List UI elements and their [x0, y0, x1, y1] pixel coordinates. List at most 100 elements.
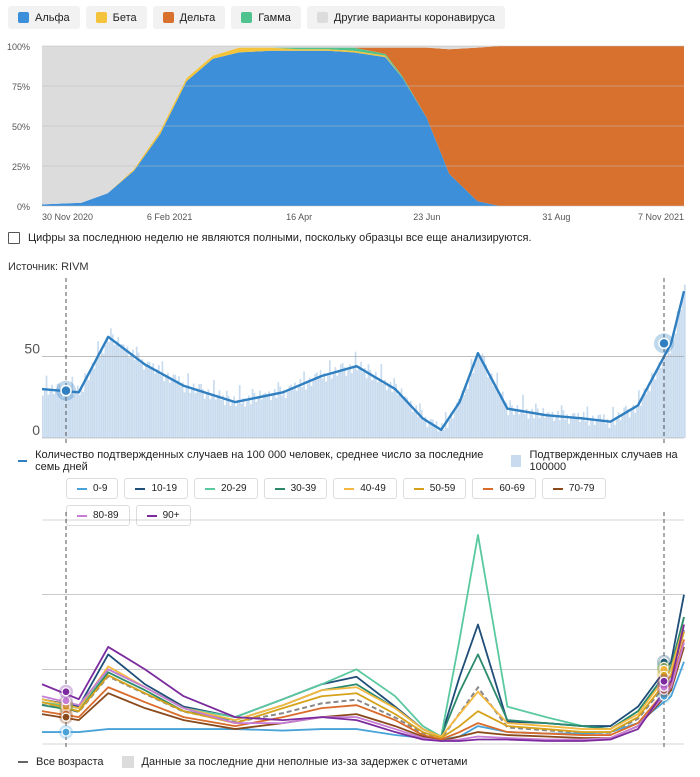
- age-line-9: [41, 624, 685, 742]
- daily-bar: [374, 371, 377, 438]
- marker-point[interactable]: [61, 712, 71, 722]
- legend-item-variant-0[interactable]: Альфа: [8, 6, 80, 29]
- legend-swatch: [344, 487, 355, 490]
- legend-item-age-9[interactable]: 90+: [135, 505, 191, 526]
- daily-bar: [479, 355, 482, 438]
- daily-bar: [566, 414, 568, 438]
- daily-bar: [328, 360, 331, 438]
- legend-item-variant-3[interactable]: Гамма: [231, 6, 301, 29]
- daily-bar: [198, 383, 201, 438]
- legend-item-age-0[interactable]: 0-9: [66, 478, 119, 499]
- y-tick-label: 50%: [12, 122, 30, 132]
- legend-swatch: [77, 487, 87, 490]
- marker-point[interactable]: [61, 696, 71, 706]
- daily-bar: [205, 394, 208, 438]
- legend-item-age-7[interactable]: 70-79: [541, 478, 606, 499]
- legend-item-age-2[interactable]: 20-29: [194, 478, 258, 499]
- daily-bar: [67, 396, 70, 438]
- legend-label: 10-19: [151, 483, 178, 494]
- daily-bar: [128, 357, 131, 438]
- daily-bar: [345, 375, 348, 438]
- daily-bar: [213, 380, 215, 438]
- marker-point[interactable]: [61, 727, 71, 737]
- daily-bar: [89, 371, 92, 438]
- daily-bar: [240, 403, 243, 438]
- legend-item-variant-2[interactable]: Дельта: [152, 6, 226, 29]
- daily-bar: [525, 409, 528, 438]
- legend-label: Другие варианты коронавируса: [333, 11, 495, 24]
- legend-item-age-1[interactable]: 10-19: [124, 478, 189, 499]
- daily-bar: [682, 297, 684, 438]
- daily-bar: [430, 419, 432, 438]
- daily-bar: [165, 376, 167, 438]
- daily-bar: [365, 378, 368, 438]
- daily-bar: [481, 353, 484, 438]
- daily-bar: [658, 362, 660, 438]
- daily-bar: [330, 378, 333, 438]
- daily-bar: [604, 423, 607, 438]
- daily-bar: [338, 370, 340, 438]
- legend-item-age-6[interactable]: 60-69: [472, 478, 536, 499]
- daily-bar: [408, 404, 410, 438]
- daily-bar: [626, 409, 629, 438]
- daily-bar: [262, 393, 265, 438]
- x-tick-label: 16 Apr: [286, 212, 312, 222]
- daily-bar: [43, 390, 46, 438]
- daily-bar: [343, 367, 346, 438]
- daily-bar: [472, 373, 475, 438]
- legend-item-variant-4[interactable]: Другие варианты коронавируса: [306, 6, 505, 29]
- legend-bar-label: Подтвержденных случаев на 100000: [529, 449, 678, 473]
- daily-bar: [485, 364, 488, 438]
- daily-bar: [294, 382, 296, 438]
- area-series-4: [42, 46, 684, 205]
- marker-point[interactable]: [60, 384, 72, 397]
- daily-bar: [117, 337, 120, 438]
- daily-bar: [231, 400, 234, 438]
- y-tick-label: 0: [32, 422, 40, 438]
- daily-bar: [270, 400, 272, 438]
- x-tick-label: 7 Nov 2021: [638, 212, 684, 222]
- daily-bar: [185, 387, 188, 438]
- legend-swatch: [162, 12, 174, 23]
- age-line-8: [41, 642, 685, 742]
- daily-bar: [384, 379, 386, 438]
- note-checkbox[interactable]: [8, 232, 20, 244]
- daily-bar: [214, 399, 217, 438]
- daily-bar: [459, 400, 462, 438]
- daily-bar: [156, 369, 158, 438]
- variant-chart: 0% 25% 50% 75% 100% 30 Nov 2020 6 Feb 2021 16 A…: [7, 42, 684, 222]
- marker-point[interactable]: [658, 337, 670, 350]
- daily-bar: [301, 387, 304, 438]
- daily-bar: [564, 419, 567, 438]
- daily-bar: [518, 414, 521, 438]
- daily-bar: [400, 388, 403, 438]
- daily-bar: [305, 389, 307, 438]
- daily-bar: [560, 405, 563, 438]
- legend-swatch: [205, 487, 216, 490]
- daily-bar: [249, 404, 252, 438]
- marker-point[interactable]: [61, 687, 71, 697]
- legend-label: Альфа: [35, 11, 70, 24]
- daily-bar: [610, 422, 613, 438]
- daily-bar: [647, 385, 649, 438]
- daily-bar: [505, 402, 508, 438]
- daily-bar: [104, 345, 107, 438]
- daily-bar: [347, 370, 350, 438]
- daily-bar: [192, 383, 195, 438]
- legend-label: 70-79: [568, 483, 595, 494]
- daily-bar: [150, 367, 153, 438]
- daily-bar: [183, 392, 186, 438]
- legend-item-age-5[interactable]: 50-59: [402, 478, 467, 499]
- daily-bar: [154, 373, 156, 438]
- daily-bar: [100, 348, 103, 438]
- daily-bar: [443, 429, 445, 438]
- daily-bar: [332, 372, 335, 438]
- daily-bar: [122, 344, 125, 438]
- daily-bar: [406, 397, 408, 438]
- source-label: Источник: RIVM: [8, 261, 89, 273]
- legend-item-age-3[interactable]: 30-39: [263, 478, 328, 499]
- legend-item-variant-1[interactable]: Бета: [85, 6, 147, 29]
- marker-point[interactable]: [659, 676, 669, 686]
- daily-bar: [465, 384, 467, 438]
- legend-item-age-4[interactable]: 40-49: [333, 478, 397, 499]
